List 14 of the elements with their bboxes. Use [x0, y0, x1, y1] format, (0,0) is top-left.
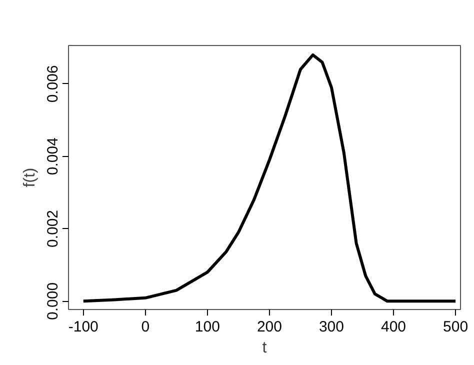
y-tick-label: 0.002	[44, 210, 62, 248]
y-axis-title: f(t)	[22, 168, 38, 188]
x-axis-title: t	[262, 340, 268, 356]
x-tick-label: 500	[443, 318, 468, 336]
x-tick-label: 200	[256, 318, 282, 336]
x-tick-label: 300	[318, 318, 344, 336]
x-tick-label: 0	[141, 318, 150, 336]
x-tick-label: -100	[68, 318, 98, 336]
line-series	[82, 53, 458, 303]
x-tick-label: 100	[194, 318, 220, 336]
y-tick-label: 0.000	[44, 282, 62, 320]
y-tick-label: 0.004	[44, 138, 62, 176]
x-tick-label: 400	[381, 318, 406, 336]
y-tick-label: 0.006	[44, 65, 62, 103]
